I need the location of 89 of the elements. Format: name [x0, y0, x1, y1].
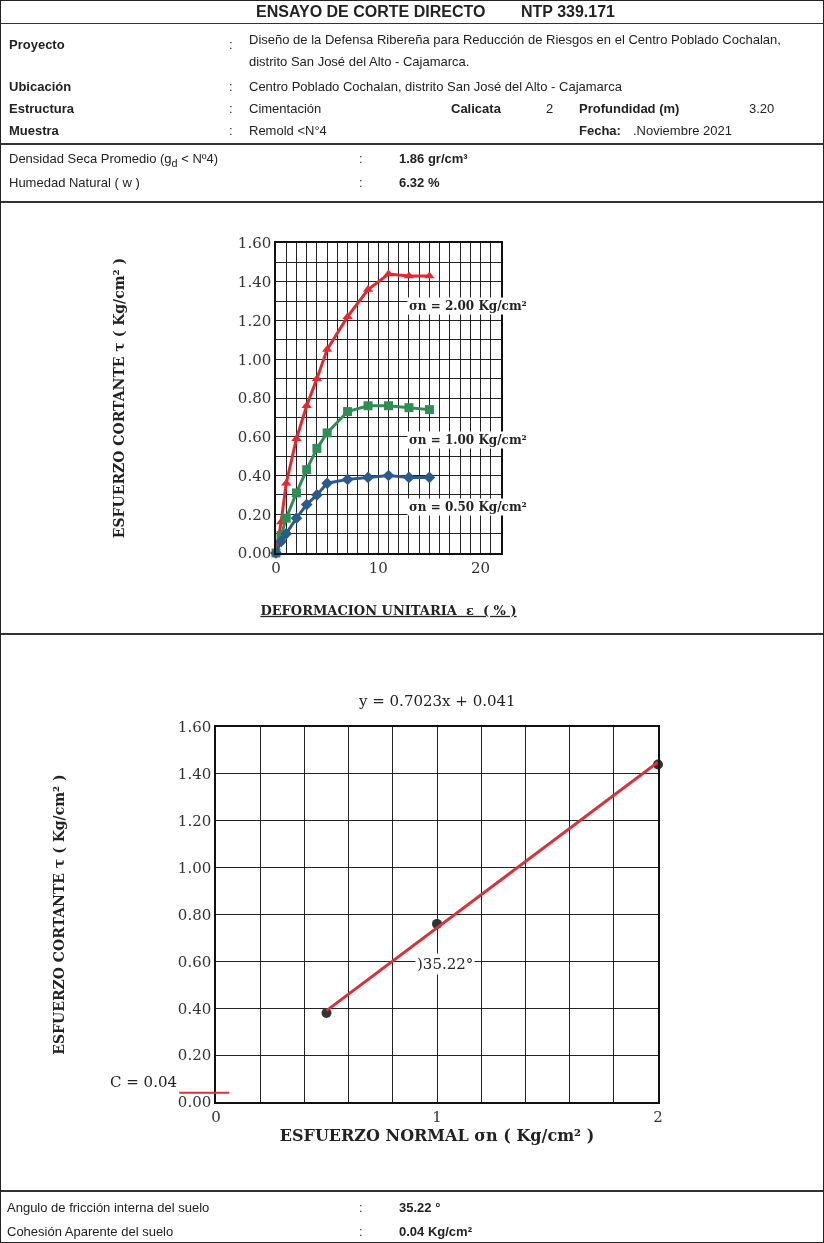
point — [290, 512, 303, 524]
y-tick-label: 1.40 — [237, 273, 272, 291]
y-tick-label: 0.00 — [177, 1093, 212, 1112]
y-tick-label: 0.80 — [237, 389, 272, 408]
text: Profundidad (m) — [579, 101, 680, 116]
text: Angulo de fricción interna del suelo — [7, 1200, 210, 1215]
annotation: )35.22° — [417, 955, 474, 973]
point — [312, 443, 322, 453]
text: .Noviembre 2021 — [633, 123, 732, 138]
y-tick-label: 1.00 — [177, 858, 212, 877]
point — [403, 471, 415, 484]
point — [383, 269, 394, 277]
y-tick-label: 0.00 — [237, 544, 272, 563]
x-tick-label: 0 — [271, 558, 281, 577]
text: y = 0.7023x + 0.041 — [358, 692, 516, 710]
text: Cohesión Aparente del suelo — [7, 1224, 174, 1239]
y-tick-label: 0.60 — [177, 952, 212, 971]
x-tick-label: 1 — [432, 1107, 442, 1126]
y-tick-label: 0.20 — [237, 505, 272, 524]
text: Centro Poblado Cochalan, distrito San José del Alto - Cajamarca — [249, 79, 622, 94]
text: Ubicación — [9, 79, 72, 94]
point — [404, 403, 414, 413]
point — [321, 477, 333, 490]
point — [322, 428, 332, 438]
point — [291, 488, 301, 498]
y-tick-label: 0.20 — [177, 1046, 212, 1065]
point — [275, 535, 287, 548]
point — [281, 513, 291, 523]
point — [311, 489, 323, 501]
text: Estructura — [9, 101, 75, 116]
text: : — [359, 151, 363, 166]
y-tick-label: 1.60 — [237, 234, 272, 253]
text: C = 0.04 — [110, 1073, 177, 1091]
text: : — [229, 101, 233, 116]
x-axis-title: ESFUERZO NORMAL σn ( Kg/cm² ) — [279, 1125, 595, 1145]
series-label: σn = 1.00 Kg/cm² — [409, 433, 527, 447]
y-tick-label: 0.40 — [237, 466, 272, 485]
point — [302, 465, 312, 475]
point — [382, 469, 395, 482]
y-axis-title: ESFUERZO CORTANTE τ ( Kg/cm² ) — [110, 257, 127, 539]
y-tick-label: 0.40 — [177, 999, 212, 1018]
text: 1.86 gr/cm³ — [399, 151, 468, 166]
y-tick-label: 1.40 — [177, 765, 212, 784]
text: 35.22 ° — [399, 1200, 441, 1215]
point — [362, 471, 374, 484]
y-tick-label: 0.80 — [177, 905, 212, 924]
series-label: σn = 2.00 Kg/cm² — [409, 299, 527, 313]
point — [300, 498, 313, 511]
text: Densidad Seca Promedio (g$_{d}$ < Nº4) — [9, 151, 219, 169]
text: : — [229, 79, 233, 94]
text: Diseño de la Defensa Ribereña para Reducción de Riesgos en el Centro Poblado Cochalan, distrito San José del Alto - Cajamarca. — [249, 31, 782, 71]
text: Calicata — [451, 101, 501, 116]
text: ENSAYO DE CORTE DIRECTO — [256, 3, 486, 21]
series-label: σn = 0.50 Kg/cm² — [409, 500, 527, 514]
text: : — [359, 1224, 363, 1239]
text: 3.20 — [749, 101, 775, 116]
text: NTP 339.171 — [521, 3, 615, 21]
y-tick-label: 1.20 — [177, 812, 212, 830]
text: Remold <N°4 — [249, 123, 327, 138]
point — [281, 478, 292, 486]
text: Humedad Natural ( w ) — [9, 175, 140, 190]
text: : — [359, 175, 363, 190]
text: 0.04 Kg/cm² — [399, 1224, 472, 1239]
point — [280, 527, 293, 540]
x-tick-label: 20 — [471, 558, 491, 577]
text: 6.32 % — [399, 175, 440, 190]
point — [341, 473, 354, 486]
y-tick-label: 0.60 — [237, 428, 272, 446]
x-tick-label: 0 — [211, 1107, 221, 1126]
x-tick-label: 10 — [368, 558, 388, 577]
text: Fecha: — [579, 123, 621, 138]
y-tick-label: 1.00 — [237, 350, 272, 369]
text: Muestra — [9, 123, 59, 138]
y-tick-label: 1.20 — [237, 311, 272, 330]
point — [424, 271, 435, 279]
x-tick-label: 2 — [653, 1107, 663, 1126]
point — [343, 407, 353, 417]
point — [424, 405, 434, 415]
text: : — [229, 37, 233, 52]
text: 2 — [546, 101, 554, 116]
y-tick-label: 1.60 — [177, 718, 212, 737]
point — [384, 401, 393, 411]
y-axis-title: ESFUERZO CORTANTE τ ( Kg/cm² ) — [50, 774, 67, 1055]
x-axis-title: DEFORMACION UNITARIA ε ( % ) — [260, 602, 517, 618]
text: : — [229, 123, 233, 138]
text: : — [359, 1200, 363, 1215]
text: Cimentación — [249, 101, 322, 116]
point — [363, 401, 373, 411]
text: Proyecto — [9, 37, 65, 52]
